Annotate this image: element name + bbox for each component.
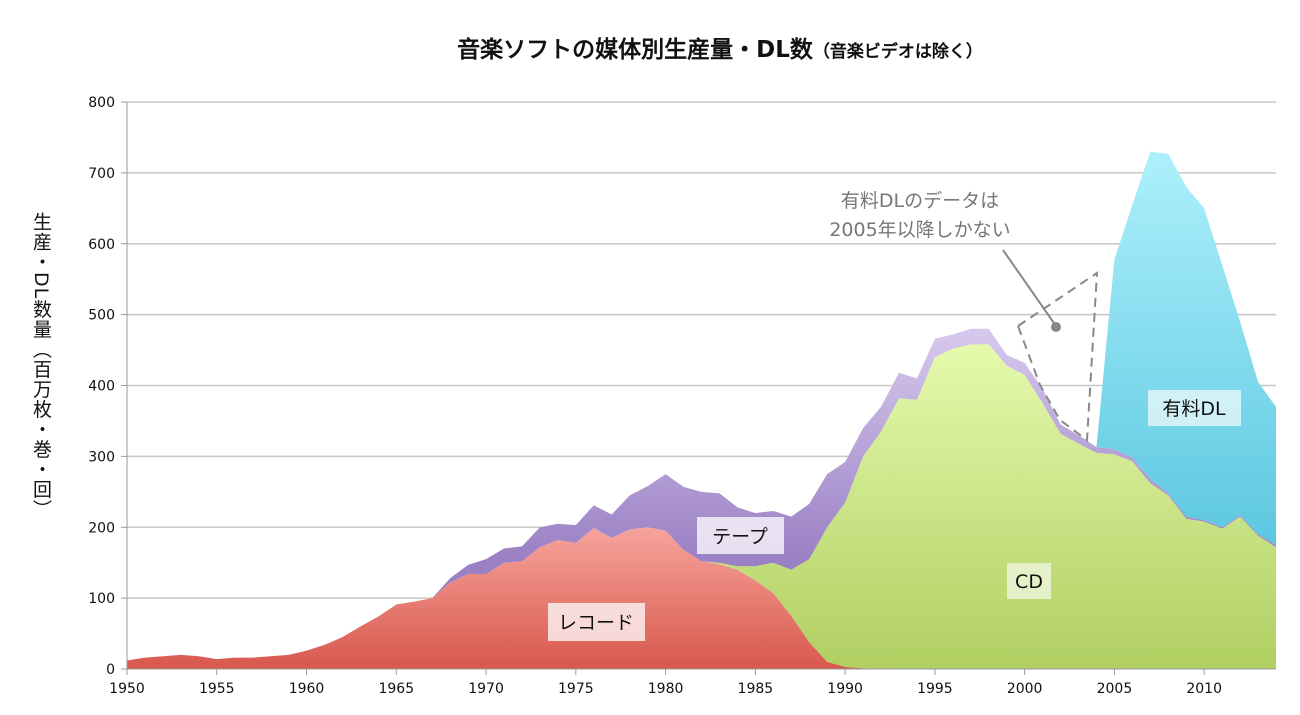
y-axis-label: 生産・DL数量（百万枚・巻・回）	[30, 212, 52, 520]
x-tick-label: 2010	[1186, 681, 1222, 697]
y-tick-label: 400	[88, 379, 115, 395]
label-bg-record	[548, 603, 645, 641]
annotation-line2: 2005年以降しかない	[829, 219, 1010, 241]
x-tick-label: 1995	[917, 681, 953, 697]
y-tick-label: 600	[88, 237, 115, 253]
x-tick-label: 1990	[827, 681, 863, 697]
y-tick-label: 500	[88, 308, 115, 324]
annotation: 有料DLのデータは 2005年以降しかない	[829, 190, 1099, 442]
area-tape	[127, 328, 1276, 661]
title-sub: （音楽ビデオは除く）	[812, 42, 983, 62]
y-tick-label: 300	[88, 449, 115, 465]
series-label-dl: 有料DL	[1162, 398, 1226, 420]
x-tick-label: 1960	[289, 681, 325, 697]
x-tick-label: 1950	[109, 681, 145, 697]
x-tick-label: 1970	[468, 681, 504, 697]
title-main: 音楽ソフトの媒体別生産量・DL数	[457, 37, 813, 63]
area-record	[127, 527, 1276, 669]
annotation-dashed-region	[1016, 271, 1099, 442]
y-tick-label: 800	[88, 95, 115, 111]
label-bg-tape	[697, 517, 784, 554]
y-tick-label: 0	[106, 662, 115, 678]
y-tick-label: 700	[88, 166, 115, 182]
chart-title: 音楽ソフトの媒体別生産量・DL数（音楽ビデオは除く）	[0, 30, 1300, 64]
label-bg-cd	[1007, 563, 1051, 599]
series-label-tape: テープ	[712, 526, 768, 548]
y-tick-label: 200	[88, 520, 115, 536]
area-paid-dl	[127, 151, 1276, 661]
series-label-record: レコード	[558, 612, 634, 634]
x-tick-label: 1965	[378, 681, 414, 697]
annotation-pointer	[1002, 249, 1057, 327]
x-tick-label: 1975	[558, 681, 594, 697]
x-tick-label: 2005	[1097, 681, 1133, 697]
x-tick-label: 1980	[648, 681, 684, 697]
area-cd	[127, 344, 1276, 669]
annotation-line1: 有料DLのデータは	[841, 190, 999, 212]
annotation-dot	[1051, 322, 1061, 332]
series-label-cd: CD	[1015, 571, 1043, 593]
label-bg-dl	[1148, 390, 1241, 426]
x-tick-label: 1985	[738, 681, 774, 697]
x-tick-label: 1955	[199, 681, 235, 697]
y-tick-label: 100	[88, 591, 115, 607]
x-tick-label: 2000	[1007, 681, 1043, 697]
